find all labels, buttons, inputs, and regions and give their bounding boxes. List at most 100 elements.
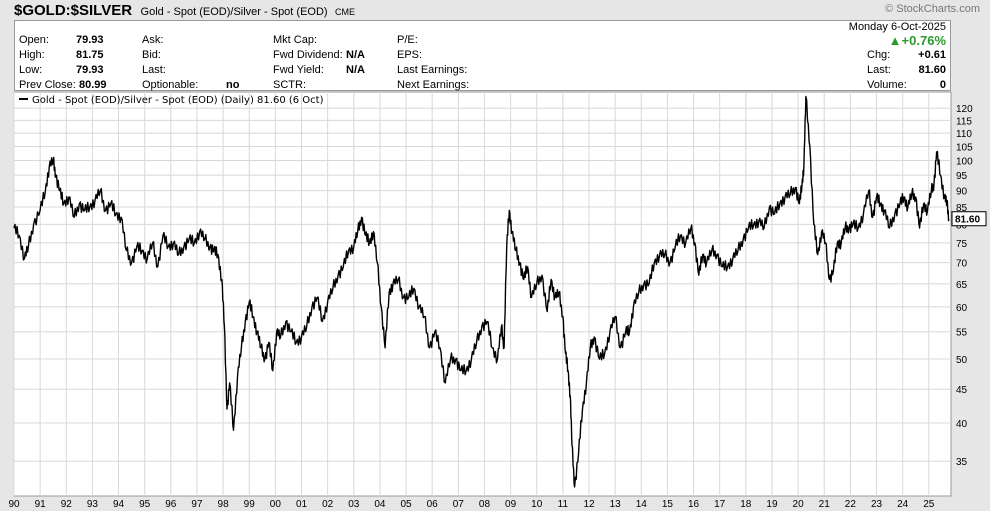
x-axis: 90 91 92 93 94 95 96 97 98 99 00 01 02 03 04 05 06 07 08 09… [8,499,934,510]
high-label: High: [19,49,45,61]
legend: Gold - Spot (EOD)/Silver - Spot (EOD) (D… [19,95,324,106]
eps-label: EPS: [397,49,423,61]
x-tick-label: 18 [740,499,752,510]
x-tick-label: 92 [61,499,73,510]
fwd-yield-label: Fwd Yield: [273,64,324,76]
chart-title: $GOLD:$SILVER Gold - Spot (EOD)/Silver -… [14,2,355,20]
last-value-marker: 81.60 [951,211,987,227]
y-tick-label: 55 [956,328,968,339]
x-tick-label: 13 [610,499,622,510]
volume-value: 0 [939,79,946,91]
low-value: 79.93 [76,64,104,76]
next-earnings-label: Next Earnings: [397,79,470,91]
series-line [13,95,950,488]
x-tick-label: 21 [819,499,831,510]
y-tick-label: 60 [956,303,968,314]
x-tick-label: 25 [923,499,935,510]
y-tick-label: 115 [956,116,972,127]
optionable-label: Optionable: [142,79,199,91]
x-tick-label: 05 [400,499,412,510]
quote-panel: Open: 79.93 High: 81.75 Low: 79.93 Prev … [14,20,951,91]
x-tick-label: 06 [427,499,439,510]
x-tick-label: 91 [35,499,47,510]
x-tick-label: 11 [558,499,569,510]
x-tick-label: 12 [583,499,595,510]
brand-watermark: © StockCharts.com [885,3,980,15]
legend-text: Gold - Spot (EOD)/Silver - Spot (EOD) (D… [32,95,324,106]
low-label: Low: [19,64,43,76]
mkt-cap-label: Mkt Cap: [273,34,318,46]
volume-label: Volume: [867,79,907,91]
y-tick-label: 50 [956,355,968,366]
last-value: 81.60 [918,64,946,76]
x-tick-label: 19 [766,499,778,510]
x-tick-label: 02 [322,499,334,510]
x-tick-label: 04 [374,499,386,510]
y-tick-label: 70 [956,259,968,270]
x-tick-label: 95 [139,499,151,510]
x-tick-label: 94 [113,499,125,510]
y-tick-label: 40 [956,419,968,430]
pct-change: ▲+0.76% [889,33,946,48]
x-tick-label: 00 [270,499,282,510]
prev-close-value: 80.99 [79,79,107,91]
y-tick-label: 95 [956,171,968,182]
bid-label: Bid: [142,49,161,61]
x-tick-label: 20 [793,499,805,510]
y-tick-label: 45 [956,385,968,396]
x-tick-label: 97 [191,499,203,510]
x-tick-label: 07 [453,499,465,510]
x-tick-label: 16 [688,499,700,510]
last-value-label: 81.60 [955,215,980,226]
chg-label: Chg: [867,49,891,61]
last-label: Last: [867,64,891,76]
fwd-dividend-label: Fwd Dividend: [273,49,343,61]
high-value: 81.75 [76,49,104,61]
y-tick-label: 120 [956,104,973,115]
symbol-label: $GOLD:$SILVER [14,2,133,19]
y-tick-label: 100 [956,156,973,167]
x-tick-label: 09 [505,499,517,510]
last-earnings-label: Last Earnings: [397,64,468,76]
sctr-label: SCTR: [273,79,306,91]
plot-area [13,91,952,497]
fwd-yield-value: N/A [346,64,365,76]
x-tick-label: 03 [348,499,360,510]
x-tick-label: 93 [87,499,99,510]
y-tick-label: 65 [956,280,968,291]
x-tick-label: 08 [479,499,491,510]
x-tick-label: 23 [871,499,883,510]
y-axis: 3540455055606570758085909510010511011512… [956,104,973,468]
y-tick-label: 110 [956,129,972,140]
x-tick-label: 99 [244,499,256,510]
last-label-mid: Last: [142,64,166,76]
ask-label: Ask: [142,34,164,46]
quote-date: Monday 6-Oct-2025 [848,21,946,33]
chg-value: +0.61 [918,49,946,61]
open-value: 79.93 [76,34,104,46]
prev-close-label: Prev Close: [19,79,76,91]
x-tick-label: 90 [8,499,20,510]
y-tick-label: 90 [956,187,968,198]
open-label: Open: [19,34,49,46]
x-tick-label: 10 [531,499,543,510]
x-tick-label: 17 [714,499,726,510]
x-tick-label: 14 [636,499,648,510]
pct-change-value: +0.76% [901,33,946,48]
x-tick-label: 96 [165,499,177,510]
y-tick-label: 75 [956,239,968,250]
last-value-box [951,211,987,227]
exchange-label: CME [335,7,356,17]
up-arrow-icon: ▲ [888,33,902,48]
x-tick-label: 98 [218,499,230,510]
x-tick-label: 22 [845,499,857,510]
x-tick-label: 15 [662,499,674,510]
optionable-value: no [226,79,240,91]
fwd-dividend-value: N/A [346,49,365,61]
pe-label: P/E: [397,34,418,46]
symbol-description: Gold - Spot (EOD)/Silver - Spot (EOD) [140,6,328,18]
y-tick-label: 85 [956,203,968,214]
y-tick-label: 105 [956,142,973,153]
